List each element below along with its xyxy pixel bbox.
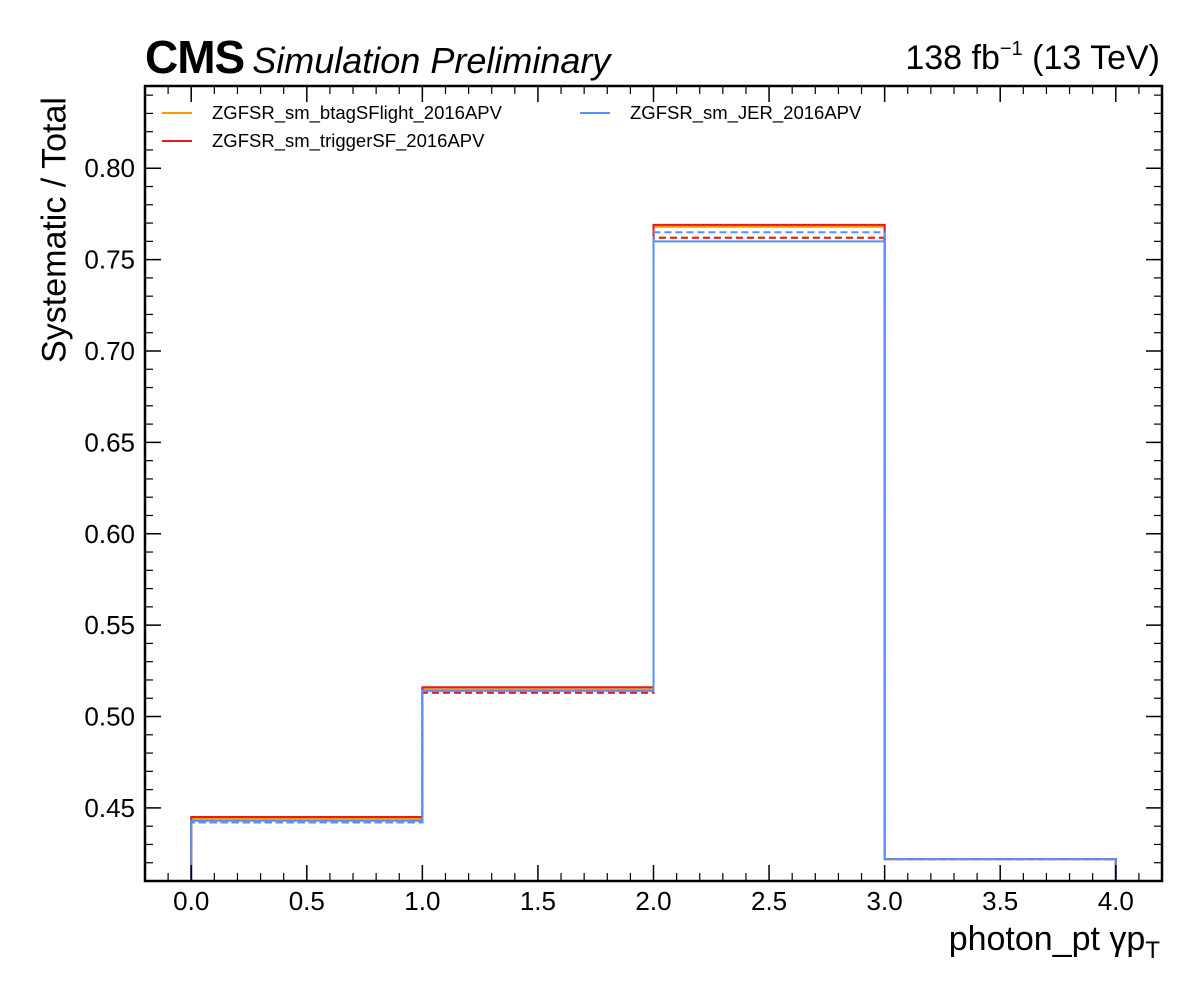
- legend-entry-btagsflight: ZGFSR_sm_btagSFlight_2016APV: [162, 102, 502, 124]
- lumi-exponent: −1: [999, 38, 1023, 60]
- legend-swatch: [580, 112, 610, 114]
- y-tick-label: 0.65: [84, 427, 135, 457]
- legend-entry-jer: ZGFSR_sm_JER_2016APV: [580, 102, 861, 124]
- x-tick-label: 3.5: [982, 886, 1018, 916]
- y-tick-label: 0.45: [84, 793, 135, 823]
- y-axis-label: Systematic / Total: [35, 97, 74, 363]
- lumi-value: 138 fb: [905, 39, 1000, 77]
- y-tick-label: 0.50: [84, 702, 135, 732]
- y-tick-label: 0.55: [84, 610, 135, 640]
- x-tick-label: 2.5: [751, 886, 787, 916]
- y-tick-label: 0.70: [84, 336, 135, 366]
- cms-label: CMS Simulation Preliminary: [145, 30, 610, 84]
- legend-swatch: [162, 112, 192, 114]
- x-axis-label-text: photon_pt γp: [948, 920, 1146, 958]
- x-tick-label: 2.0: [635, 886, 671, 916]
- x-tick-label: 4.0: [1098, 886, 1134, 916]
- legend-label: ZGFSR_sm_btagSFlight_2016APV: [212, 102, 502, 123]
- cms-subtitle: Simulation Preliminary: [252, 40, 611, 81]
- x-axis-label: photon_pt γpT: [949, 920, 1160, 965]
- series-2-down-line: [190, 231, 1117, 881]
- x-tick-label: 0.0: [173, 886, 209, 916]
- luminosity-label: 138 fb−1 (13 TeV): [905, 38, 1160, 78]
- x-tick-label: 0.5: [289, 886, 325, 916]
- y-tick-label: 0.80: [84, 153, 135, 183]
- legend-entry-triggersf: ZGFSR_sm_triggerSF_2016APV: [162, 130, 484, 152]
- y-tick-label: 0.75: [84, 245, 135, 275]
- x-axis-label-subscript: T: [1145, 936, 1160, 964]
- cms-logo-text: CMS: [145, 31, 245, 83]
- legend-label: ZGFSR_sm_JER_2016APV: [630, 102, 862, 123]
- lumi-energy: (13 TeV): [1022, 39, 1160, 77]
- x-tick-label: 1.0: [404, 886, 440, 916]
- y-tick-label: 0.60: [84, 519, 135, 549]
- legend-swatch: [162, 140, 192, 142]
- x-tick-label: 3.0: [867, 886, 903, 916]
- legend-label: ZGFSR_sm_triggerSF_2016APV: [212, 130, 485, 151]
- x-tick-label: 1.5: [520, 886, 556, 916]
